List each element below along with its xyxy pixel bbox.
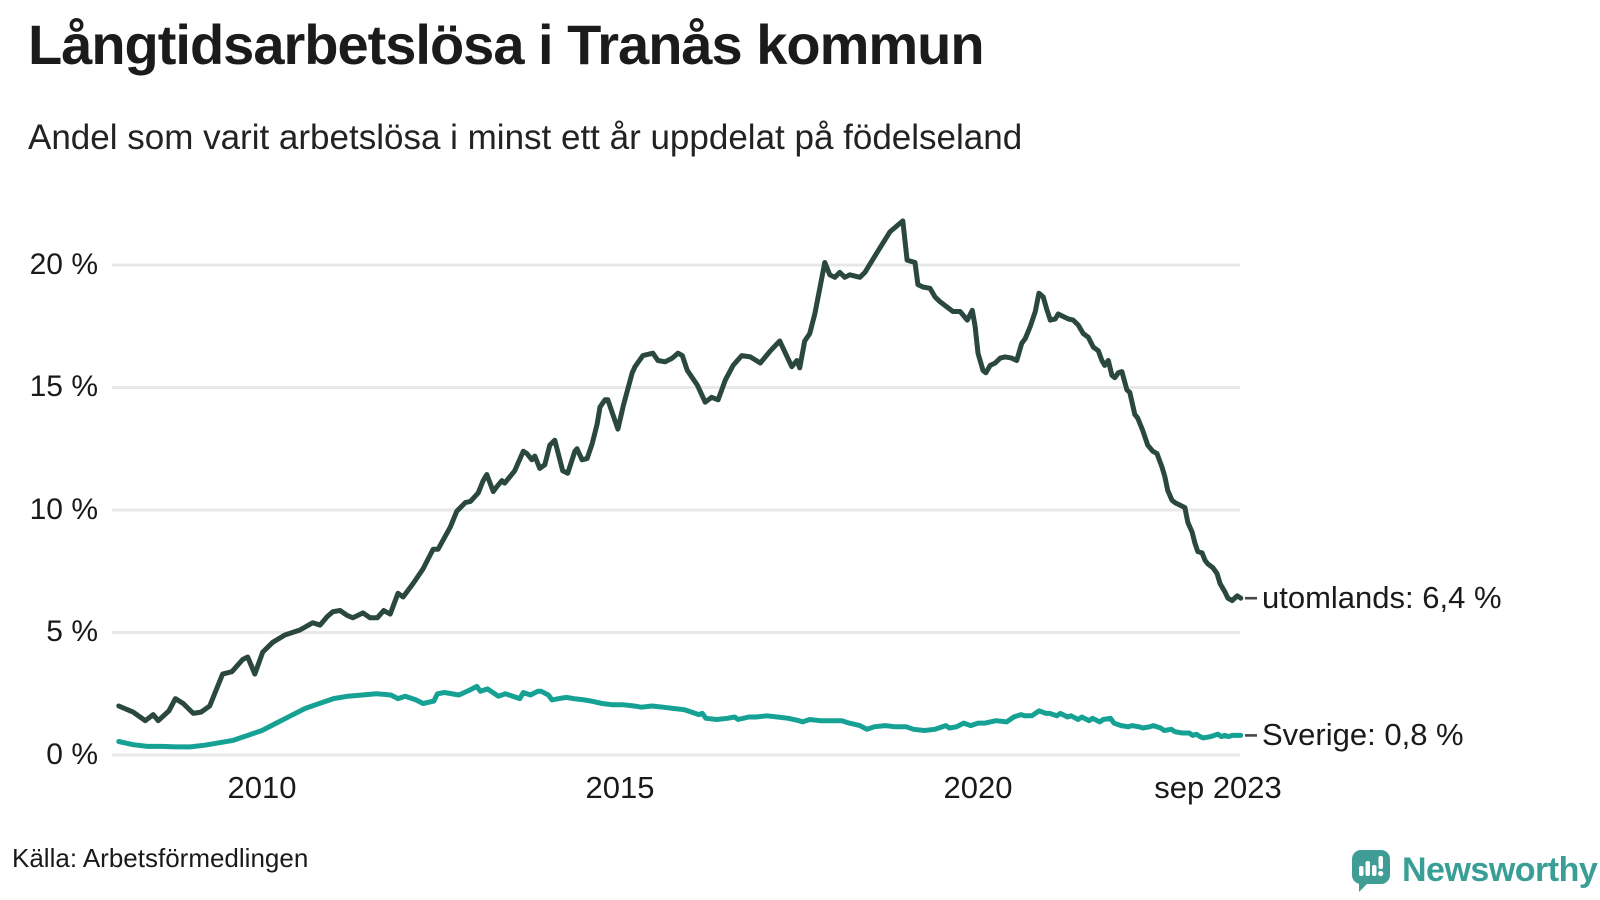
y-axis-tick-15: 15 % (29, 370, 98, 403)
newsworthy-wordmark: Newsworthy (1402, 851, 1598, 889)
series-label-sverige: Sverige: 0,8 % (1262, 717, 1464, 752)
series-label-utomlands: utomlands: 6,4 % (1262, 580, 1502, 615)
x-axis-tick-2015: 2015 (585, 770, 655, 805)
newsworthy-logo[interactable]: Newsworthy (1350, 848, 1598, 893)
source-note: Källa: Arbetsförmedlingen (12, 843, 309, 873)
newsworthy-icon (1350, 848, 1392, 893)
y-axis-tick-20: 20 % (29, 248, 98, 281)
x-axis-tick-sep-2023: sep 2023 (1154, 770, 1282, 805)
page-title: Långtidsarbetslösa i Tranås kommun (28, 13, 985, 76)
y-axis-tick-5: 5 % (46, 615, 98, 648)
y-axis-tick-0: 0 % (46, 738, 98, 771)
y-axis-tick-10: 10 % (29, 493, 98, 526)
x-axis-tick-2020: 2020 (943, 770, 1013, 805)
x-axis-tick-2010: 2010 (227, 770, 297, 805)
chart-subtitle: Andel som varit arbetslösa i minst ett å… (28, 118, 1023, 157)
